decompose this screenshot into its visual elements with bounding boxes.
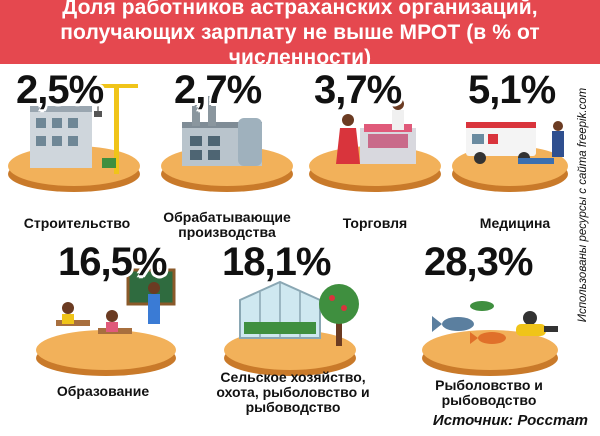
tile-label: Строительство bbox=[23, 215, 131, 231]
classroom-icon bbox=[36, 268, 176, 376]
tile-percent: 28,3% bbox=[424, 240, 533, 284]
greenhouse-icon bbox=[224, 280, 359, 376]
tile-label: Рыболовство и рыбоводство bbox=[435, 377, 543, 408]
tile-percent: 16,5% bbox=[58, 240, 167, 284]
tile-manufacturing: 2,7% Обрабатывающие производства bbox=[152, 66, 302, 241]
tile-agriculture: 18,1% Сельское хозяйство, охота, рыболов… bbox=[216, 242, 369, 421]
tile-trade: 3,7% Торговля bbox=[300, 66, 450, 231]
source-note: Источник: Росстат bbox=[432, 412, 588, 429]
tile-percent: 2,7% bbox=[174, 68, 262, 112]
ambulance-icon bbox=[452, 121, 568, 192]
page-title: Доля работников астраханских организаций… bbox=[60, 0, 540, 69]
tile-education: 16,5% Образование bbox=[28, 242, 178, 406]
fishing-icon bbox=[422, 301, 558, 376]
construction-icon bbox=[8, 84, 140, 192]
tile-medicine: 5,1% Медицина bbox=[448, 66, 598, 231]
factory-icon bbox=[161, 96, 293, 192]
tile-label: Обрабатывающие производства bbox=[163, 209, 291, 240]
tile-percent: 2,5% bbox=[16, 68, 104, 112]
tile-label: Торговля bbox=[342, 215, 408, 231]
tile-label: Медицина bbox=[479, 215, 551, 231]
tile-label: Сельское хозяйство, охота, рыболовство и… bbox=[216, 369, 370, 415]
tile-fishing: 28,3% Рыболовство и рыбоводство bbox=[412, 242, 562, 408]
header-banner: Доля работников астраханских организаций… bbox=[0, 0, 600, 69]
trade-icon bbox=[309, 98, 441, 192]
tile-construction: 2,5% Строительство bbox=[2, 66, 152, 231]
credits-note: Использованы ресурсы с сайта freepik.com bbox=[577, 87, 589, 323]
tile-percent: 3,7% bbox=[314, 68, 402, 112]
tile-percent: 18,1% bbox=[222, 240, 331, 284]
tile-label: Образование bbox=[56, 383, 150, 399]
tile-percent: 5,1% bbox=[468, 68, 556, 112]
